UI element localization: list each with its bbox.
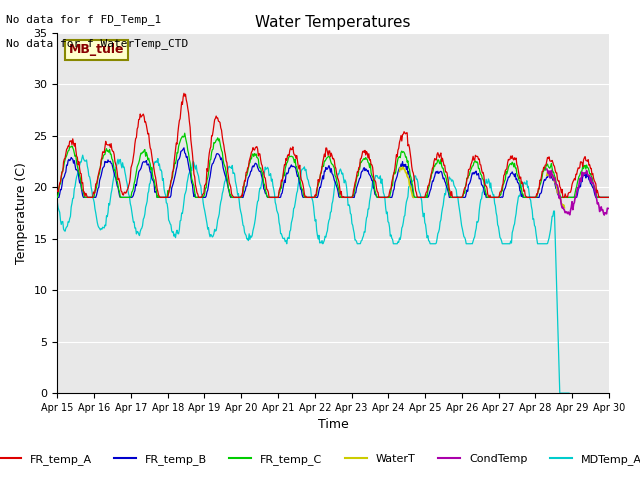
Text: No data for f FD_Temp_1: No data for f FD_Temp_1 <box>6 14 162 25</box>
FR_temp_A <box>121 189 129 195</box>
MDTemp_A <box>63 223 71 229</box>
FR_temp_A <box>63 145 71 151</box>
Title: Water Temperatures: Water Temperatures <box>255 15 411 30</box>
Line: FR_temp_A: FR_temp_A <box>58 93 609 197</box>
FR_temp_B <box>54 194 61 200</box>
FR_temp_C <box>206 157 214 163</box>
FR_temp_A <box>83 194 91 200</box>
FR_temp_B <box>180 145 188 151</box>
MDTemp_A <box>54 200 61 205</box>
MDTemp_A <box>205 231 213 237</box>
FR_temp_C <box>63 151 71 156</box>
FR_temp_A <box>180 90 188 96</box>
CondTemp <box>605 205 612 211</box>
MDTemp_A <box>120 164 128 170</box>
FR_temp_B <box>605 194 612 200</box>
FR_temp_B <box>417 194 425 200</box>
FR_temp_A <box>418 194 426 200</box>
Legend: FR_temp_A, FR_temp_B, FR_temp_C, WaterT, CondTemp, MDTemp_A: FR_temp_A, FR_temp_B, FR_temp_C, WaterT,… <box>0 450 640 469</box>
FR_temp_B <box>401 163 409 169</box>
FR_temp_C <box>54 194 61 200</box>
FR_temp_C <box>401 151 409 157</box>
FR_temp_C <box>176 139 184 144</box>
Line: MDTemp_A: MDTemp_A <box>58 155 569 393</box>
Line: FR_temp_B: FR_temp_B <box>58 148 609 197</box>
FR_temp_A <box>177 107 185 113</box>
MDTemp_A <box>417 191 424 197</box>
FR_temp_B <box>120 194 128 200</box>
MDTemp_A <box>176 218 184 224</box>
X-axis label: Time: Time <box>318 419 349 432</box>
FR_temp_C <box>181 130 189 136</box>
Y-axis label: Temperature (C): Temperature (C) <box>15 162 28 264</box>
FR_temp_B <box>176 153 184 159</box>
MDTemp_A <box>400 214 408 219</box>
FR_temp_C <box>120 194 128 200</box>
Line: WaterT: WaterT <box>399 167 564 208</box>
Line: CondTemp: CondTemp <box>547 169 609 215</box>
FR_temp_A <box>402 131 410 137</box>
FR_temp_A <box>54 187 61 193</box>
WaterT <box>400 167 408 172</box>
Text: No data for f WaterTemp_CTD: No data for f WaterTemp_CTD <box>6 38 189 49</box>
Text: MB_tule: MB_tule <box>68 43 124 56</box>
FR_temp_C <box>605 194 612 200</box>
FR_temp_A <box>605 194 612 200</box>
FR_temp_B <box>206 174 214 180</box>
FR_temp_C <box>417 194 425 200</box>
FR_temp_B <box>63 162 71 168</box>
FR_temp_A <box>207 144 214 150</box>
Line: FR_temp_C: FR_temp_C <box>58 133 609 197</box>
